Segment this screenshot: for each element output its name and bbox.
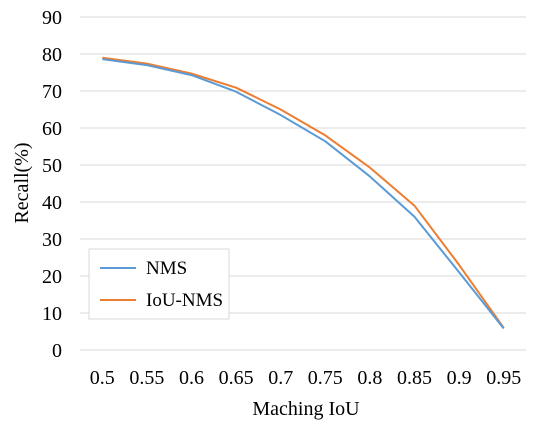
y-tick-label-40: 40 [42,192,62,214]
x-tick-label-0.5: 0.5 [90,367,115,389]
x-tick-label-0.8: 0.8 [357,367,382,389]
x-tick-label-0.9: 0.9 [447,367,472,389]
y-tick-label-80: 80 [42,44,62,66]
x-tick-label-0.7: 0.7 [268,367,293,389]
x-tick-label-0.55: 0.55 [129,367,164,389]
x-tick-label-0.95: 0.95 [486,367,521,389]
x-tick-label-0.75: 0.75 [308,367,343,389]
x-axis-ticks: 0.5 0.55 0.6 0.65 0.7 0.75 0.8 0.85 0.9 0.95 [90,367,521,389]
legend: NMS IoU-NMS [88,248,230,320]
y-tick-label-70: 70 [42,81,62,103]
y-tick-label-90: 90 [42,7,62,29]
y-tick-label-30: 30 [42,229,62,251]
x-tick-label-0.65: 0.65 [219,367,254,389]
legend-box [88,248,230,320]
series-line-nms [102,58,505,330]
y-tick-label-0: 0 [52,340,62,362]
y-tick-label-50: 50 [42,155,62,177]
series-lines [102,56,505,330]
y-axis-label: Recall(%) [11,142,33,223]
y-tick-label-60: 60 [42,118,62,140]
legend-label-nms: NMS [146,258,187,279]
y-axis-ticks: 0 10 20 30 40 50 60 70 80 90 [42,7,62,362]
legend-label-iou-nms: IoU-NMS [146,290,223,311]
series-line-iou-nms [102,56,505,329]
x-tick-label-0.6: 0.6 [179,367,204,389]
y-tick-label-10: 10 [42,303,62,325]
x-tick-label-0.85: 0.85 [397,367,432,389]
x-axis-label: Maching IoU [252,398,360,420]
y-tick-label-20: 20 [42,266,62,288]
